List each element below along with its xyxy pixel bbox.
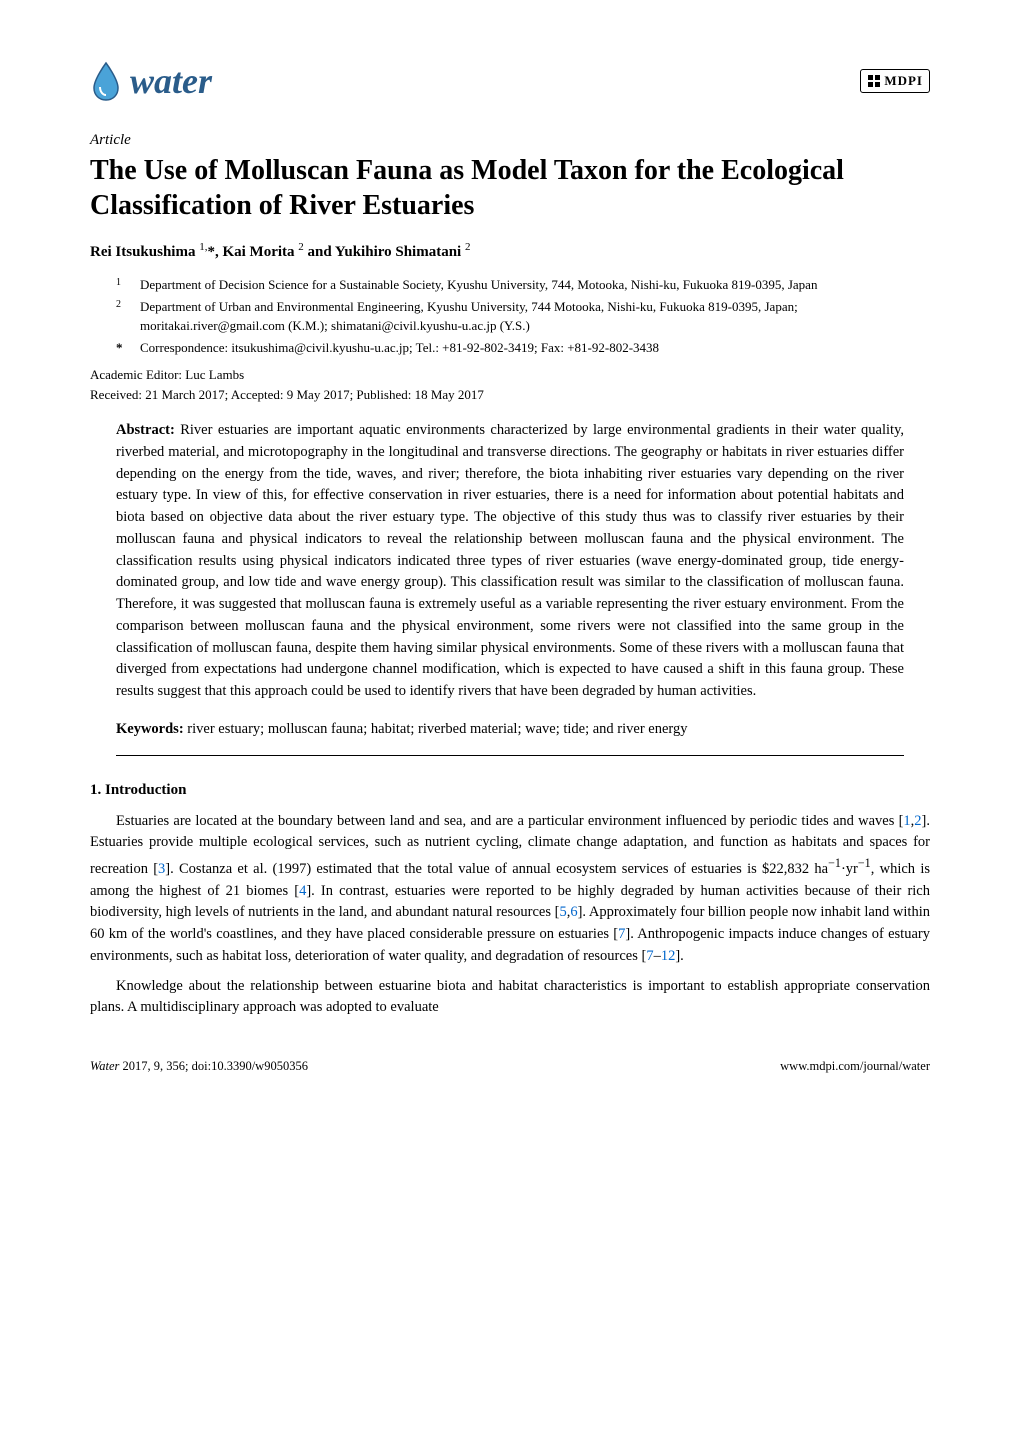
- abstract-label: Abstract:: [116, 422, 175, 438]
- abstract-block: Abstract: River estuaries are important …: [116, 420, 904, 703]
- text-span: Estuaries are located at the boundary be…: [116, 813, 903, 829]
- affil-num: 1: [116, 275, 128, 295]
- intro-para-1: Estuaries are located at the boundary be…: [90, 811, 930, 968]
- affil-text: Department of Urban and Environmental En…: [140, 297, 930, 336]
- section-1-heading: 1. Introduction: [90, 782, 930, 799]
- correspondence-text: Correspondence: itsukushima@civil.kyushu…: [140, 338, 659, 358]
- mdpi-symbol-icon: [867, 74, 881, 88]
- ref-link-7b[interactable]: 7: [646, 948, 653, 964]
- ref-link-2[interactable]: 2: [914, 813, 921, 829]
- text-span: –: [654, 948, 661, 964]
- abstract-text: River estuaries are important aquatic en…: [116, 422, 904, 699]
- author-1: Rei Itsukushima: [90, 244, 199, 260]
- publisher-name: MDPI: [884, 73, 923, 89]
- correspondence-mark: *: [116, 338, 128, 358]
- water-drop-icon: [90, 61, 122, 101]
- divider: [116, 755, 904, 756]
- footer-right: www.mdpi.com/journal/water: [780, 1059, 930, 1074]
- author-3: Yukihiro Shimatani: [335, 244, 465, 260]
- affiliations-block: 1 Department of Decision Science for a S…: [90, 275, 930, 357]
- text-span: ].: [675, 948, 683, 964]
- text-span: ]. Costanza et al. (1997) estimated that…: [165, 861, 828, 877]
- correspondence-row: * Correspondence: itsukushima@civil.kyus…: [116, 338, 930, 358]
- affil-num: 2: [116, 297, 128, 336]
- journal-logo-block: water: [90, 60, 212, 102]
- intro-para-2: Knowledge about the relationship between…: [90, 976, 930, 1020]
- ref-link-12[interactable]: 12: [661, 948, 676, 964]
- and: and: [308, 244, 335, 260]
- ref-link-5[interactable]: 5: [559, 904, 566, 920]
- keywords-block: Keywords: river estuary; molluscan fauna…: [116, 719, 904, 741]
- authors-line: Rei Itsukushima 1,*, Kai Morita 2 and Yu…: [90, 241, 930, 261]
- header-row: water MDPI: [90, 60, 930, 102]
- academic-editor-line: Academic Editor: Luc Lambs: [90, 365, 930, 385]
- superscript: −1: [858, 856, 871, 870]
- keywords-label: Keywords:: [116, 721, 184, 737]
- affil-text: Department of Decision Science for a Sus…: [140, 275, 817, 295]
- article-label: Article: [90, 132, 930, 149]
- footer-row: Water 2017, 9, 356; doi:10.3390/w9050356…: [90, 1059, 930, 1074]
- received-line: Received: 21 March 2017; Accepted: 9 May…: [90, 385, 930, 405]
- superscript: −1: [828, 856, 841, 870]
- journal-name: water: [130, 60, 212, 102]
- ref-link-6[interactable]: 6: [570, 904, 577, 920]
- publisher-logo: MDPI: [860, 69, 930, 93]
- ref-link-1[interactable]: 1: [903, 813, 910, 829]
- keywords-text: river estuary; molluscan fauna; habitat;…: [187, 721, 687, 737]
- footer-citation: 2017, 9, 356; doi:10.3390/w9050356: [119, 1059, 308, 1073]
- text-span: ·yr: [841, 861, 858, 877]
- affiliation-row: 1 Department of Decision Science for a S…: [116, 275, 930, 295]
- footer-journal: Water: [90, 1059, 119, 1073]
- footer-left: Water 2017, 9, 356; doi:10.3390/w9050356: [90, 1059, 308, 1074]
- author-2: Kai Morita: [222, 244, 298, 260]
- affiliation-row: 2 Department of Urban and Environmental …: [116, 297, 930, 336]
- article-title: The Use of Molluscan Fauna as Model Taxo…: [90, 153, 930, 223]
